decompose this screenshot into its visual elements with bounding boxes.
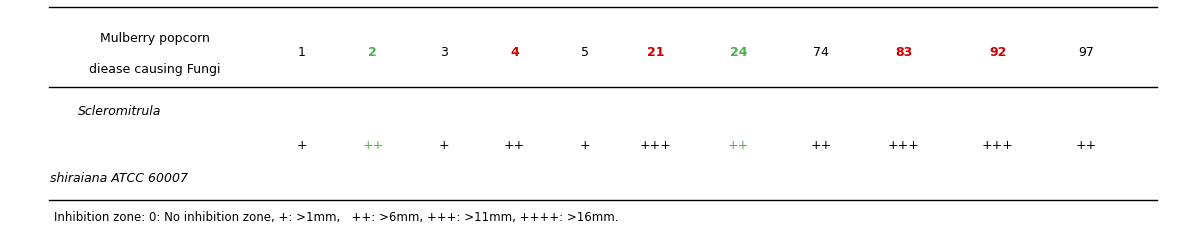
Text: +: +	[297, 139, 307, 152]
Text: 24: 24	[729, 46, 747, 59]
Text: 97: 97	[1078, 46, 1095, 59]
Text: ++: ++	[1076, 139, 1097, 152]
Text: +++: +++	[639, 139, 671, 152]
Text: 21: 21	[647, 46, 664, 59]
Text: 2: 2	[369, 46, 377, 59]
Text: 1: 1	[298, 46, 306, 59]
Text: 74: 74	[813, 46, 829, 59]
Text: shiraiana ATCC 60007: shiraiana ATCC 60007	[51, 171, 188, 184]
Text: diease causing Fungi: diease causing Fungi	[89, 63, 220, 76]
Text: +++: +++	[982, 139, 1014, 152]
Text: 92: 92	[989, 46, 1007, 59]
Text: 3: 3	[440, 46, 448, 59]
Text: +++: +++	[888, 139, 920, 152]
Text: ++: ++	[362, 139, 383, 152]
Text: ++: ++	[504, 139, 525, 152]
Text: +: +	[580, 139, 591, 152]
Text: Mulberry popcorn: Mulberry popcorn	[99, 32, 209, 45]
Text: 83: 83	[895, 46, 913, 59]
Text: +: +	[439, 139, 449, 152]
Text: Scleromitrula: Scleromitrula	[78, 105, 161, 117]
Text: ++: ++	[728, 139, 749, 152]
Text: 4: 4	[509, 46, 519, 59]
Text: Inhibition zone: 0: No inhibition zone, +: >1mm,   ++: >6mm, +++: >11mm, ++++: >: Inhibition zone: 0: No inhibition zone, …	[54, 210, 619, 223]
Text: 5: 5	[582, 46, 589, 59]
Text: ++: ++	[811, 139, 832, 152]
